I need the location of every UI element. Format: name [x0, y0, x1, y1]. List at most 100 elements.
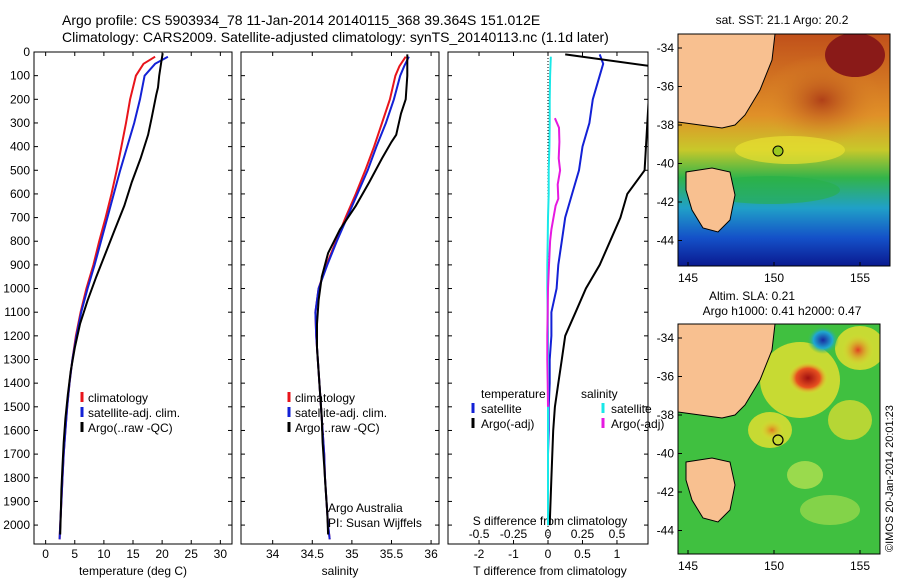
- x-tick-label: 30: [214, 547, 228, 561]
- x-tick-label: 0: [42, 547, 49, 561]
- series-line-temperature-satellite: [547, 54, 605, 526]
- sla-map-title1: Altim. SLA: 0.21: [709, 289, 795, 303]
- x-axis-label: T difference from climatology: [473, 564, 627, 578]
- legend-label: satellite: [611, 402, 652, 416]
- map-y-tick-label: -44: [657, 524, 675, 538]
- series-line-temperature-argo-adj-: [548, 53, 648, 526]
- map-x-tick-label: 155: [850, 559, 870, 573]
- map-y-tick-label: -38: [657, 118, 675, 132]
- y-tick-label: 1200: [3, 329, 30, 343]
- legend-header: salinity: [581, 387, 618, 401]
- series-line-climatology: [58, 55, 156, 540]
- map-y-tick-label: -34: [657, 331, 675, 345]
- map-x-tick-label: 145: [678, 559, 698, 573]
- x-tick-label: 20: [155, 547, 169, 561]
- y-tick-label: 1100: [4, 305, 30, 319]
- x-tick-label-top: -0.5: [469, 527, 490, 541]
- y-tick-label: 1600: [3, 423, 30, 437]
- x-tick-label: 35: [345, 547, 359, 561]
- y-tick-label: 200: [10, 92, 30, 106]
- x-tick-label: 10: [97, 547, 111, 561]
- x-tick-label-top: 0.25: [571, 527, 595, 541]
- x-tick-label-bottom: 0: [545, 547, 552, 561]
- x-tick-label-top: -0.25: [500, 527, 528, 541]
- map-x-tick-label: 150: [764, 271, 784, 285]
- sst-argo-location-marker: [772, 145, 784, 157]
- y-tick-label: 900: [10, 258, 30, 272]
- map-y-tick-label: -36: [657, 80, 675, 94]
- y-tick-label: 1300: [3, 353, 30, 367]
- x-axis-label: salinity: [322, 564, 359, 578]
- x-tick-label: 34.5: [301, 547, 325, 561]
- x-tick-label-bottom: 0.5: [574, 547, 591, 561]
- y-tick-label: 800: [10, 234, 30, 248]
- map-x-tick-label: 150: [764, 559, 784, 573]
- legend-label: satellite-adj. clim.: [88, 406, 180, 420]
- map-y-tick-label: -42: [657, 195, 675, 209]
- series-line-salinity-argo-adj-: [546, 117, 562, 407]
- header-line2: Climatology: CARS2009. Satellite-adjuste…: [62, 29, 609, 45]
- x-tick-label: 25: [185, 547, 199, 561]
- map-y-tick-label: -44: [657, 234, 675, 248]
- y-tick-label: 1400: [3, 376, 30, 390]
- legend-label: satellite: [481, 402, 522, 416]
- y-tick-label: 2000: [3, 518, 30, 532]
- sla-argo-location-marker: [772, 434, 784, 446]
- y-tick-label: 1800: [3, 471, 30, 485]
- x-tick-label-bottom: -2: [474, 547, 485, 561]
- map-y-tick-label: -40: [657, 447, 675, 461]
- series-line-climatology: [314, 56, 407, 540]
- x-tick-label: 36: [424, 547, 438, 561]
- annotation-text: Argo Australia: [328, 501, 403, 515]
- panel-salinity: 34 34.5 35 35.5 36 salinity climatologysatelli…: [240, 51, 440, 578]
- map-y-tick-label: -36: [657, 370, 675, 384]
- x-tick-label-bottom: -1: [508, 547, 519, 561]
- series-line-satellite-adj-clim-: [314, 56, 410, 540]
- panel-frame: [240, 51, 440, 545]
- legend-label: Argo(..raw -QC): [88, 421, 173, 435]
- legend-label: Argo(..raw -QC): [295, 421, 380, 435]
- sla-map: Altim. SLA: 0.21 Argo h1000: 0.41 h2000:…: [677, 289, 896, 555]
- y-tick-label: 100: [10, 69, 30, 83]
- series-line-argo-raw-qc-: [316, 54, 409, 535]
- y-tick-label: 1700: [3, 447, 30, 461]
- x-tick-label: 15: [126, 547, 140, 561]
- sla-map-title2: Argo h1000: 0.41 h2000: 0.47: [703, 304, 862, 318]
- legend-label: satellite-adj. clim.: [295, 406, 387, 420]
- y-tick-label: 1900: [3, 494, 30, 508]
- x-tick-label-bottom: 1: [614, 547, 621, 561]
- map-y-tick-label: -40: [657, 157, 675, 171]
- panel-difference: -2 -1 0 0.5 1-0.5 -0.25 0 0.25 0.5S difference f…: [447, 51, 664, 578]
- legend-label: climatology: [295, 391, 355, 405]
- y-tick-label: 0: [23, 45, 30, 59]
- x-tick-label: 34: [266, 547, 280, 561]
- y-tick-label: 1500: [3, 400, 30, 414]
- y-tick-label: 400: [10, 140, 30, 154]
- map-y-tick-label: -38: [657, 408, 675, 422]
- legend-label: Argo(-adj): [481, 417, 534, 431]
- y-tick-label: 300: [10, 116, 30, 130]
- map-y-tick-label: -34: [657, 41, 675, 55]
- map-x-tick-label: 155: [850, 271, 870, 285]
- sst-map: sat. SST: 21.1 Argo: 20.2: [677, 13, 891, 267]
- x-tick-label-top: 0.5: [609, 527, 626, 541]
- legend-header: temperature: [481, 387, 546, 401]
- legend-label: climatology: [88, 391, 148, 405]
- legend-label: Argo(-adj): [611, 417, 664, 431]
- map-y-tick-label: -42: [657, 485, 675, 499]
- header-line1: Argo profile: CS 5903934_78 11-Jan-2014 …: [62, 12, 540, 28]
- series-line-satellite-adj-clim-: [58, 55, 169, 540]
- sla-map-side-label: ©IMOS 20-Jan-2014 20:01:23: [884, 405, 896, 552]
- x-tick-label-top: 0: [545, 527, 552, 541]
- panel-temperature: 0100200300400500600700800900100011001200…: [3, 45, 233, 578]
- map-x-tick-label: 145: [678, 271, 698, 285]
- y-tick-label: 600: [10, 187, 30, 201]
- x-axis-label: temperature (deg C): [79, 564, 187, 578]
- sst-map-title: sat. SST: 21.1 Argo: 20.2: [716, 13, 849, 27]
- x-tick-label: 5: [71, 547, 78, 561]
- y-tick-label: 1000: [3, 282, 30, 296]
- x-tick-label: 35.5: [380, 547, 404, 561]
- series-line-argo-raw-qc-: [59, 53, 164, 535]
- annotation-text: PI: Susan Wijffels: [328, 516, 422, 530]
